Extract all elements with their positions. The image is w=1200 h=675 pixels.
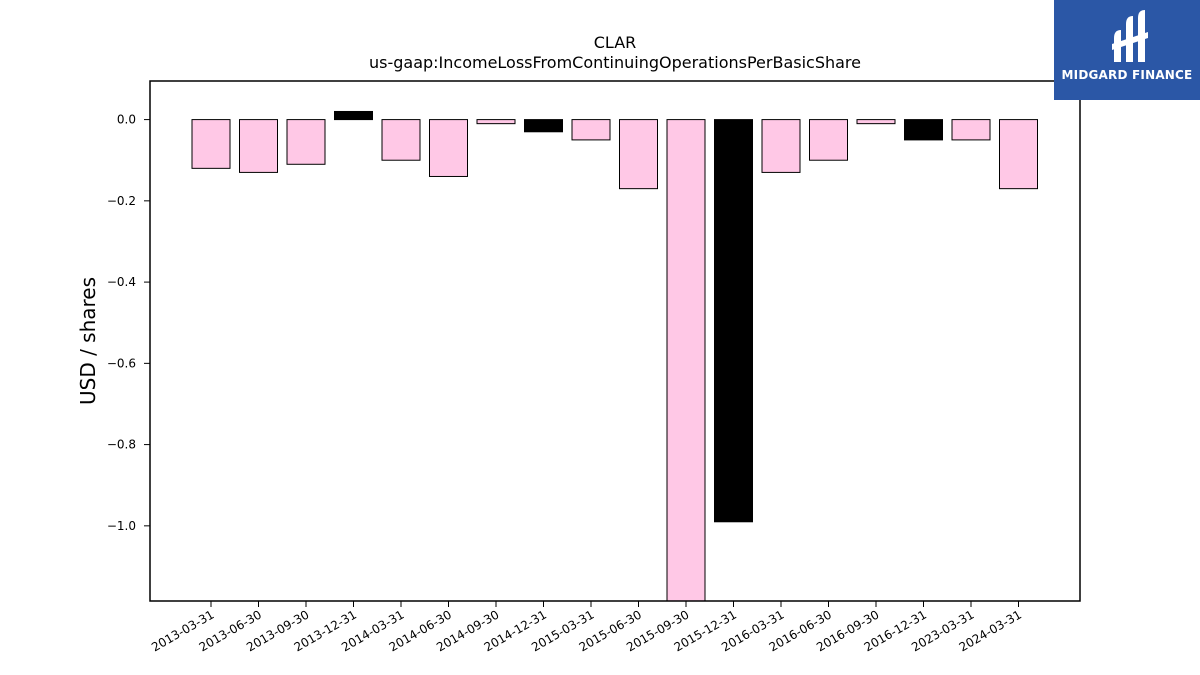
bar-2015-03-31 xyxy=(571,119,611,141)
bar-2015-09-30 xyxy=(666,119,706,602)
bar-group xyxy=(191,110,1038,602)
bar-2013-06-30 xyxy=(239,119,278,173)
bar-2013-03-31 xyxy=(191,119,231,169)
bar-2016-06-30 xyxy=(809,119,848,161)
y-tick-label: −0.2 xyxy=(107,194,136,208)
bar-2014-12-31 xyxy=(524,119,563,133)
bar-2013-09-30 xyxy=(286,119,326,165)
bar-2023-03-31 xyxy=(951,119,991,141)
y-tick-label: −0.6 xyxy=(107,356,136,370)
y-tick-label: −0.4 xyxy=(107,275,136,289)
bar-2014-06-30 xyxy=(429,119,468,177)
chart-subtitle: us-gaap:IncomeLossFromContinuingOperatio… xyxy=(369,53,861,72)
midgard-logo-icon xyxy=(1112,10,1148,62)
y-tick-label: −0.8 xyxy=(107,438,136,452)
bar-2013-12-31 xyxy=(334,110,373,121)
y-tick-label: 0.0 xyxy=(117,113,136,127)
y-tick-label: −1.0 xyxy=(107,519,136,533)
bar-2016-09-30 xyxy=(856,119,896,125)
bar-2014-09-30 xyxy=(476,119,516,125)
logo-text: MIDGARD FINANCE xyxy=(1061,68,1193,82)
plot-frame xyxy=(149,80,1081,602)
y-axis-label: USD / shares xyxy=(76,277,100,405)
x-ticks: 2013-03-312013-06-302013-09-302013-12-31… xyxy=(149,601,1024,654)
chart-title: CLAR xyxy=(594,33,637,52)
bar-2015-06-30 xyxy=(619,119,658,190)
midgard-finance-logo: MIDGARD FINANCE xyxy=(1054,0,1200,100)
y-ticks: 0.0 −0.2 −0.4 −0.6 −0.8 −1.0 xyxy=(107,113,150,533)
bar-2015-12-31 xyxy=(714,119,753,523)
bar-2024-03-31 xyxy=(999,119,1038,190)
bar-2016-03-31 xyxy=(761,119,801,173)
bar-2016-12-31 xyxy=(904,119,943,141)
bar-2014-03-31 xyxy=(381,119,421,161)
